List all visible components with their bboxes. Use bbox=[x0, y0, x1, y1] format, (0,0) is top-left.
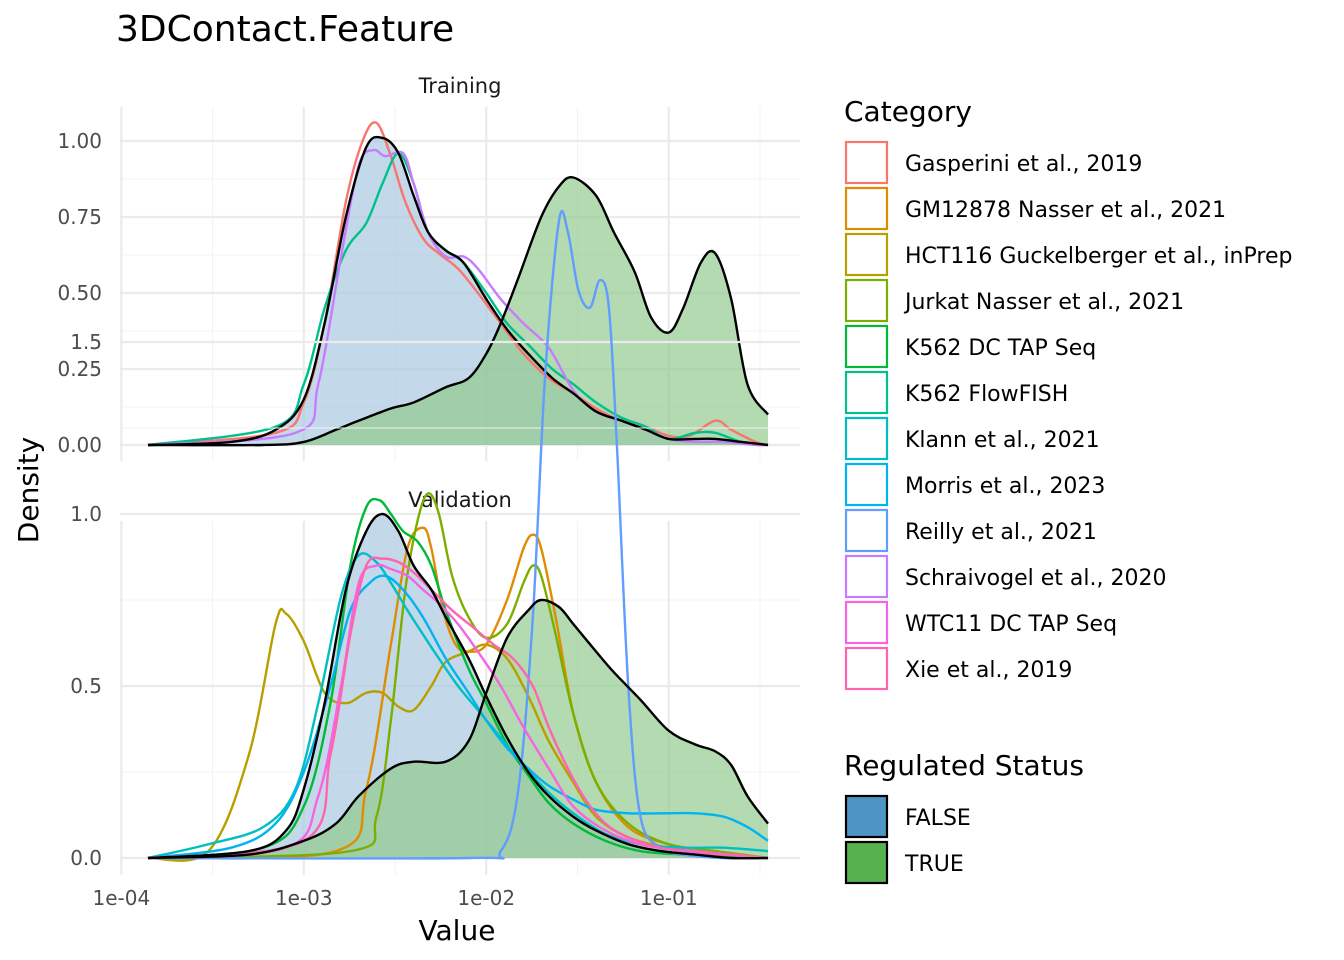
panel-validation: Validation 0.0 0.5 1.0 1.5 1e-04 1e-03 1e-02 1e-… bbox=[70, 210, 800, 910]
density-line-xie-et-al-2019 bbox=[147, 556, 769, 860]
legend-label-morris-et-al-2023: Morris et al., 2023 bbox=[905, 474, 1105, 499]
legend-label-wtc11-dc-tap-seq: WTC11 DC TAP Seq bbox=[905, 612, 1117, 637]
legend-label-gm12878-nasser-et-al-2021: GM12878 Nasser et al., 2021 bbox=[905, 198, 1226, 223]
y-tick-label: 0.50 bbox=[57, 281, 102, 305]
legend-label-hct116-guckelberger-et-al-inprep: HCT116 Guckelberger et al., inPrep bbox=[905, 244, 1292, 269]
y-tick-label: 1.00 bbox=[57, 129, 102, 153]
legend-label-k562-dc-tap-seq: K562 DC TAP Seq bbox=[905, 336, 1096, 361]
legend-key-morris-et-al-2023 bbox=[844, 462, 889, 507]
legend-title-category: Category bbox=[844, 95, 972, 128]
legend-item-true: TRUE bbox=[844, 840, 964, 885]
legend-key-k562-flowfish bbox=[844, 370, 889, 415]
legend-label-k562-flowfish: K562 FlowFISH bbox=[905, 382, 1068, 407]
chart-title: 3DContact.Feature bbox=[116, 9, 454, 50]
legend-item-xie-et-al-2019: Xie et al., 2019 bbox=[844, 646, 1072, 691]
density-line-reilly-et-al-2021 bbox=[147, 210, 769, 860]
legend-label-true: TRUE bbox=[904, 852, 964, 877]
density-line-black-outline-true bbox=[147, 598, 769, 860]
density-line-black-outline-false bbox=[147, 135, 769, 447]
legend-item-k562-flowfish: K562 FlowFISH bbox=[844, 370, 1068, 415]
legend-item-hct116-guckelberger-et-al-inprep: HCT116 Guckelberger et al., inPrep bbox=[844, 232, 1292, 277]
y-tick-label: 0.00 bbox=[57, 433, 102, 457]
y-tick-label: 0.5 bbox=[70, 674, 102, 698]
x-tick-label: 1e-04 bbox=[92, 886, 150, 910]
y-axis-title: Density bbox=[12, 437, 45, 543]
legend-label-reilly-et-al-2021: Reilly et al., 2021 bbox=[905, 520, 1097, 545]
legend-item-gm12878-nasser-et-al-2021: GM12878 Nasser et al., 2021 bbox=[844, 186, 1226, 231]
legend-key-gm12878-nasser-et-al-2021 bbox=[844, 186, 889, 231]
density-line-hct116-guckelberger-et-al-inprep bbox=[147, 607, 769, 862]
legend-label-false: FALSE bbox=[905, 806, 971, 831]
legend-item-schraivogel-et-al-2020: Schraivogel et al., 2020 bbox=[844, 554, 1166, 599]
legend-label-xie-et-al-2019: Xie et al., 2019 bbox=[905, 658, 1072, 683]
panel-strip-validation: Validation bbox=[408, 488, 512, 512]
legend-key-xie-et-al-2019 bbox=[844, 646, 889, 691]
legend-item-klann-et-al-2021: Klann et al., 2021 bbox=[844, 416, 1100, 461]
density-line-wtc11-dc-tap-seq bbox=[147, 563, 769, 860]
density-line-black-outline-false bbox=[147, 512, 769, 860]
panel-strip-training: Training bbox=[418, 74, 502, 98]
y-tick-label: 1.0 bbox=[70, 502, 102, 526]
legend-key-true bbox=[844, 840, 889, 885]
legends: Category Gasperini et al., 2019 GM12878 Na… bbox=[844, 95, 1292, 885]
y-tick-label: 0.0 bbox=[70, 846, 102, 870]
y-tick-label: 0.25 bbox=[57, 357, 102, 381]
x-tick-label: 1e-02 bbox=[457, 886, 515, 910]
legend-key-hct116-guckelberger-et-al-inprep bbox=[844, 232, 889, 277]
legend-item-k562-dc-tap-seq: K562 DC TAP Seq bbox=[844, 324, 1096, 369]
legend-key-reilly-et-al-2021 bbox=[844, 508, 889, 553]
legend-item-morris-et-al-2023: Morris et al., 2023 bbox=[844, 462, 1105, 507]
density-fill-false bbox=[148, 136, 768, 445]
legend-item-false: FALSE bbox=[844, 794, 971, 839]
legend-key-klann-et-al-2021 bbox=[844, 416, 889, 461]
density-fill-true bbox=[148, 599, 768, 858]
x-tick-label: 1e-01 bbox=[640, 886, 698, 910]
x-axis-title: Value bbox=[419, 914, 496, 947]
legend-key-false bbox=[844, 794, 889, 839]
legend-label-klann-et-al-2021: Klann et al., 2021 bbox=[905, 428, 1100, 453]
legend-label-gasperini-et-al-2019: Gasperini et al., 2019 bbox=[905, 152, 1142, 177]
legend-key-jurkat-nasser-et-al-2021 bbox=[844, 278, 889, 323]
density-line-k562-dc-tap-seq bbox=[147, 497, 769, 860]
legend-item-reilly-et-al-2021: Reilly et al., 2021 bbox=[844, 508, 1097, 553]
legend-title-regulated-status: Regulated Status bbox=[844, 749, 1084, 782]
legend-key-wtc11-dc-tap-seq bbox=[844, 600, 889, 645]
legend-item-wtc11-dc-tap-seq: WTC11 DC TAP Seq bbox=[844, 600, 1117, 645]
density-line-black-outline-true bbox=[147, 175, 769, 447]
legend-key-gasperini-et-al-2019 bbox=[844, 140, 889, 185]
legend-key-schraivogel-et-al-2020 bbox=[844, 554, 889, 599]
y-tick-label: 0.75 bbox=[57, 205, 102, 229]
legend-item-gasperini-et-al-2019: Gasperini et al., 2019 bbox=[844, 140, 1142, 185]
legend-label-schraivogel-et-al-2020: Schraivogel et al., 2020 bbox=[905, 566, 1166, 591]
legend-key-k562-dc-tap-seq bbox=[844, 324, 889, 369]
panel-training: Training 0.00 0.25 0.50 0.75 1.00 bbox=[57, 74, 800, 461]
legend-label-jurkat-nasser-et-al-2021: Jurkat Nasser et al., 2021 bbox=[903, 290, 1184, 315]
facet-panels: Training 0.00 0.25 0.50 0.75 1.00 Validation 0.… bbox=[57, 74, 800, 910]
x-tick-label: 1e-03 bbox=[275, 886, 333, 910]
legend-item-jurkat-nasser-et-al-2021: Jurkat Nasser et al., 2021 bbox=[844, 278, 1184, 323]
y-tick-label: 1.5 bbox=[70, 330, 102, 354]
